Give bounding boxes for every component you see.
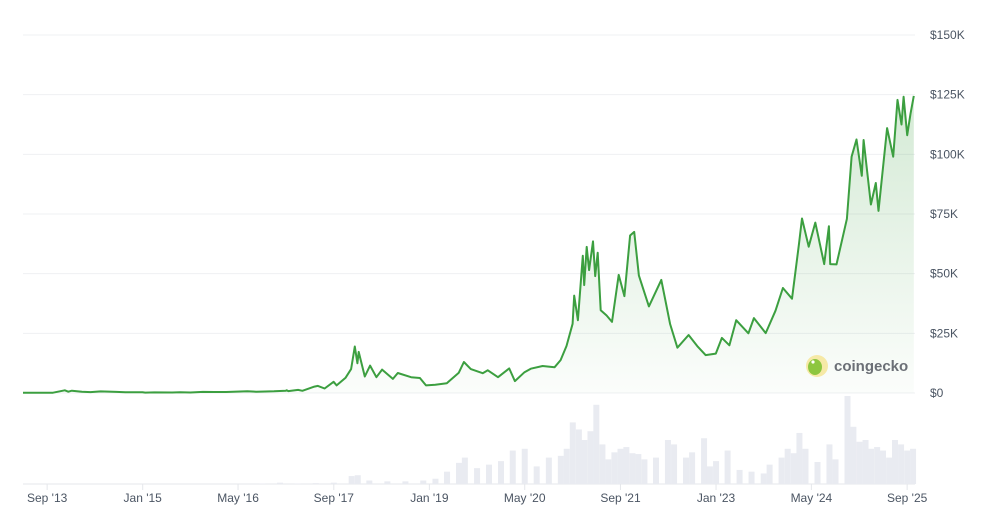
volume-bar [581, 440, 588, 484]
volume-bar [521, 448, 528, 484]
volume-bar [814, 462, 821, 484]
volume-bar [796, 432, 803, 484]
volume-bar [856, 441, 863, 484]
volume-bar [348, 476, 355, 484]
volume-bar [641, 459, 648, 484]
volume-bar [802, 448, 809, 484]
volume-bar [664, 440, 671, 484]
x-axis: Sep '13 Jan '15 May '16 Sep '17 Jan '19 May '… [27, 484, 928, 505]
volume-bar [689, 452, 696, 484]
volume-bar [611, 452, 618, 484]
volume-bars [259, 396, 917, 484]
x-tick-label: Sep '13 [27, 491, 68, 505]
volume-bar [766, 464, 773, 484]
volume-bar [904, 450, 911, 484]
x-tick-label: May '20 [504, 491, 546, 505]
volume-bar [652, 457, 659, 484]
volume-bar [629, 453, 636, 484]
volume-bar [760, 473, 767, 484]
x-tick-label: Jan '23 [697, 491, 736, 505]
volume-bar [599, 444, 606, 484]
volume-bar [420, 480, 427, 484]
volume-bar [832, 459, 839, 484]
volume-bar [557, 455, 564, 484]
volume-bar [635, 454, 642, 484]
volume-bar [891, 440, 898, 484]
coingecko-logo-eye [811, 360, 815, 364]
volume-bar [868, 448, 875, 484]
volume-bar [706, 466, 713, 484]
y-tick-label: $125K [930, 88, 965, 102]
volume-bar [366, 480, 373, 484]
x-tick-label: May '16 [217, 491, 259, 505]
volume-bar [862, 440, 869, 484]
y-tick-label: $100K [930, 147, 965, 161]
volume-bar [617, 448, 624, 484]
y-tick-label: $0 [930, 386, 944, 400]
x-tick-label: Sep '25 [887, 491, 928, 505]
volume-bar [312, 483, 319, 484]
y-tick-label: $75K [930, 207, 958, 221]
volume-bar [444, 471, 451, 484]
volume-bar [509, 450, 516, 484]
volume-bar [683, 457, 690, 484]
volume-bar [277, 482, 284, 484]
volume-bar [497, 461, 504, 484]
y-tick-label: $50K [930, 267, 958, 281]
volume-bar [569, 422, 576, 484]
volume-bar [880, 450, 887, 484]
volume-bar [724, 450, 731, 484]
volume-bar [748, 471, 755, 484]
x-tick-label: Sep '21 [600, 491, 641, 505]
volume-bar [778, 457, 785, 484]
y-tick-label: $150K [930, 28, 965, 42]
volume-bar [850, 426, 857, 484]
volume-bar [432, 478, 439, 484]
volume-bar [455, 462, 462, 484]
volume-bar [844, 396, 851, 484]
x-tick-label: Jan '15 [124, 491, 163, 505]
y-axis: $0 $25K $50K $75K $100K $125K $150K [930, 28, 965, 400]
volume-bar [474, 468, 481, 484]
volume-bar [886, 457, 893, 484]
volume-bar [402, 481, 409, 484]
volume-bar [713, 461, 720, 484]
volume-bar [330, 482, 337, 484]
coingecko-watermark: coingecko [806, 355, 908, 377]
y-tick-label: $25K [930, 326, 958, 340]
volume-bar [671, 444, 678, 484]
volume-bar [593, 404, 600, 484]
volume-bar [701, 438, 708, 484]
volume-bar [587, 431, 594, 484]
volume-bar [533, 466, 540, 484]
price-line [22, 95, 915, 394]
price-area-fill [23, 95, 914, 394]
volume-bar [736, 469, 743, 484]
volume-bar [575, 429, 582, 484]
volume-bar [605, 459, 612, 484]
volume-bar [784, 448, 791, 484]
volume-bar [623, 447, 630, 484]
gridlines [23, 34, 915, 485]
coingecko-logo-text: coingecko [834, 358, 908, 375]
volume-bar [563, 448, 570, 484]
volume-bar [874, 447, 881, 484]
x-tick-label: Jan '19 [410, 491, 449, 505]
volume-bar [790, 453, 797, 484]
coingecko-logo-body [808, 359, 822, 375]
x-tick-label: Sep '17 [314, 491, 355, 505]
volume-bar [384, 481, 391, 484]
volume-bar [898, 444, 905, 484]
volume-bar [354, 475, 361, 484]
volume-bar [486, 464, 493, 484]
volume-bar [910, 448, 917, 484]
x-tick-label: May '24 [791, 491, 833, 505]
volume-bar [461, 457, 468, 484]
volume-bar [826, 444, 833, 484]
volume-bar [545, 457, 552, 484]
